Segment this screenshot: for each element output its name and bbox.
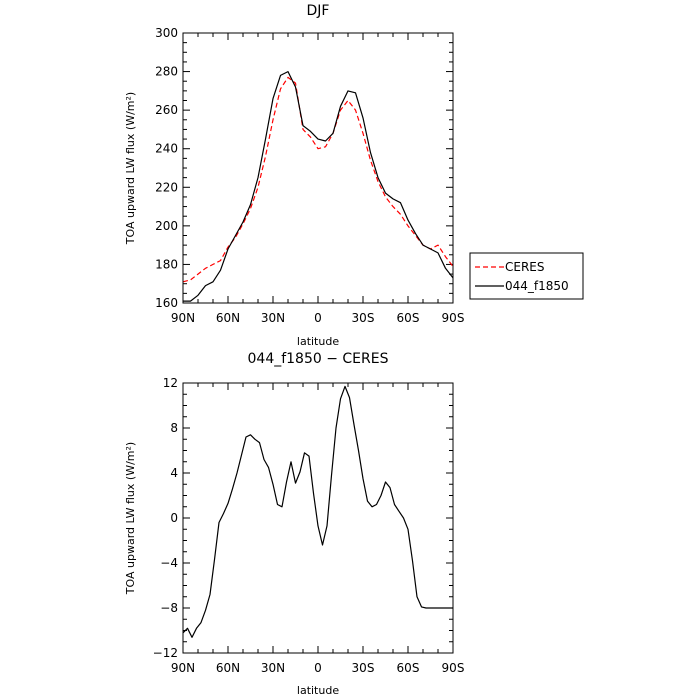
y-tick-label: −12 [153, 646, 178, 660]
y-tick-label: 200 [155, 219, 178, 233]
legend-box [469, 252, 584, 300]
y-tick-label: 160 [155, 296, 178, 310]
bottom-plot-frame [182, 382, 454, 654]
x-tick-label: 30S [352, 661, 375, 675]
x-tick-label: 60N [216, 661, 240, 675]
y-tick-label: 220 [155, 180, 178, 194]
x-tick-label: 90S [442, 661, 465, 675]
top-x-axis-label: latitude [297, 335, 339, 348]
bottom-y-axis-label: TOA upward LW flux (W/m²) [124, 442, 137, 595]
ceres-series-line [182, 76, 454, 283]
y-tick-label: 180 [155, 257, 178, 271]
top-panel-title: DJF [307, 3, 330, 19]
legend-model-label: 044_f1850 [505, 279, 569, 293]
x-tick-label: 60S [397, 311, 420, 325]
x-tick-label: 30N [261, 311, 285, 325]
top-panel: DJF latitude TOA upward LW flux (W/m²) 9… [124, 3, 464, 348]
y-tick-label: 4 [170, 466, 178, 480]
bottom-panel-axes: 90N 60N 30N 0 30S 60S 90S −12 −8 −4 0 4 8 12 [153, 376, 465, 675]
x-tick-label: 90S [442, 311, 465, 325]
top-panel-axes: 90N 60N 30N 0 30S 60S 90S 160 180 200 220 240 260 280… [155, 26, 464, 325]
x-tick-label: 0 [314, 661, 322, 675]
y-tick-label: 280 [155, 65, 178, 79]
y-tick-label: −4 [160, 556, 178, 570]
difference-series-line [182, 385, 453, 638]
y-tick-label: 260 [155, 103, 178, 117]
x-tick-label: 30N [261, 661, 285, 675]
y-tick-label: 240 [155, 142, 178, 156]
top-y-axis-label: TOA upward LW flux (W/m²) [124, 92, 137, 245]
bottom-panel-title: 044_f1850 − CERES [248, 351, 389, 367]
y-tick-label: 12 [163, 376, 178, 390]
044-f1850-series-line [183, 70, 454, 302]
x-tick-label: 60S [397, 661, 420, 675]
y-tick-label: −8 [160, 601, 178, 615]
bottom-x-axis-label: latitude [297, 684, 339, 697]
top-plot-frame [182, 32, 454, 304]
y-tick-label: 300 [155, 26, 178, 40]
y-tick-label: 0 [170, 511, 178, 525]
y-tick-label: 8 [170, 421, 178, 435]
legend: CERES 044_f1850 [469, 252, 584, 300]
x-tick-label: 60N [216, 311, 240, 325]
x-tick-label: 30S [352, 311, 375, 325]
bottom-panel: 044_f1850 − CERES latitude TOA upward LW… [124, 351, 464, 697]
top-panel-series [182, 70, 454, 302]
x-tick-label: 0 [314, 311, 322, 325]
legend-ceres-label: CERES [505, 260, 545, 274]
bottom-panel-series [182, 385, 453, 638]
x-tick-label: 90N [171, 661, 195, 675]
x-tick-label: 90N [171, 311, 195, 325]
